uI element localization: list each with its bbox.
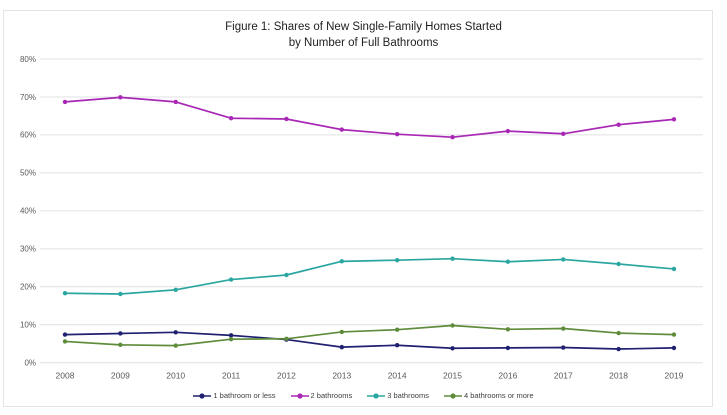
legend-item-3-bathrooms: 3 bathrooms xyxy=(367,391,429,400)
data-point-4-bathrooms-or-more xyxy=(671,332,677,337)
data-point-2-bathrooms xyxy=(616,122,621,127)
data-point-1-bathroom-or-less xyxy=(561,345,566,350)
data-point-2-bathrooms xyxy=(118,95,123,100)
x-axis-tick-label: 2015 xyxy=(443,371,462,381)
series-line-4-bathrooms-or-more xyxy=(64,324,675,347)
data-point-3-bathrooms xyxy=(505,259,511,264)
y-axis-tick-label: 50% xyxy=(20,169,36,178)
figure-border xyxy=(3,10,713,407)
y-axis-tick-label: 20% xyxy=(20,283,36,292)
legend-marker-icon xyxy=(193,392,212,399)
data-point-1-bathroom-or-less xyxy=(505,345,511,351)
data-point-3-bathrooms xyxy=(284,272,289,278)
legend-label: 2 bathrooms xyxy=(310,391,353,400)
data-point-1-bathroom-or-less xyxy=(228,333,234,338)
x-axis-tick-label: 2013 xyxy=(332,371,351,381)
legend-item-4-bathrooms-or-more: 4 bathrooms or more xyxy=(443,391,534,400)
chart-title-line1: Figure 1: Shares of New Single-Family Ho… xyxy=(225,21,502,33)
x-axis-tick-label: 2010 xyxy=(166,371,185,381)
legend-marker-icon xyxy=(367,392,386,399)
chart-title-line2: by Number of Full Bathrooms xyxy=(288,37,439,49)
series-line-1-bathroom-or-less xyxy=(64,331,675,350)
data-point-4-bathrooms-or-more xyxy=(394,327,400,332)
data-point-3-bathrooms xyxy=(394,258,400,263)
data-point-1-bathroom-or-less xyxy=(616,346,621,352)
data-point-1-bathroom-or-less xyxy=(339,344,344,350)
data-point-4-bathrooms-or-more xyxy=(450,323,455,328)
data-point-1-bathroom-or-less xyxy=(450,346,455,351)
x-axis-tick-label: 2018 xyxy=(609,371,628,381)
data-point-3-bathrooms xyxy=(450,256,455,261)
legend-label: 1 bathroom or less xyxy=(213,391,276,400)
data-point-3-bathrooms xyxy=(118,291,123,297)
data-point-3-bathrooms xyxy=(561,257,566,262)
data-point-4-bathrooms-or-more xyxy=(616,330,621,336)
data-point-1-bathroom-or-less xyxy=(118,331,123,336)
data-point-3-bathrooms xyxy=(62,291,68,296)
legend-marker-icon xyxy=(443,392,462,399)
data-point-2-bathrooms xyxy=(450,135,455,140)
data-point-4-bathrooms-or-more xyxy=(118,342,123,348)
series-line-2-bathrooms xyxy=(64,96,675,139)
data-point-2-bathrooms xyxy=(561,131,566,136)
y-axis-tick-label: 70% xyxy=(20,93,36,102)
legend-label: 3 bathrooms xyxy=(387,391,429,400)
x-axis-tick-label: 2016 xyxy=(498,371,517,381)
data-point-4-bathrooms-or-more xyxy=(561,326,566,331)
y-axis-tick-label: 60% xyxy=(20,131,36,140)
legend-item-2-bathrooms: 2 bathrooms xyxy=(290,391,353,400)
y-axis-tick-label: 10% xyxy=(20,321,36,330)
x-axis-tick-label: 2019 xyxy=(664,371,683,381)
x-axis-tick-label: 2014 xyxy=(388,371,407,381)
data-point-3-bathrooms xyxy=(228,277,234,282)
data-point-4-bathrooms-or-more xyxy=(173,343,178,348)
series-line-3-bathrooms xyxy=(64,257,675,295)
legend-label: 4 bathrooms or more xyxy=(463,391,534,400)
data-point-2-bathrooms xyxy=(394,131,400,137)
data-point-4-bathrooms-or-more xyxy=(284,336,289,341)
data-point-2-bathrooms xyxy=(339,127,344,132)
y-axis-tick-label: 80% xyxy=(20,55,36,64)
x-axis-tick-label: 2009 xyxy=(111,371,130,381)
data-point-2-bathrooms xyxy=(671,117,677,122)
x-axis-tick-label: 2017 xyxy=(554,371,573,381)
data-point-4-bathrooms-or-more xyxy=(339,329,344,335)
data-point-2-bathrooms xyxy=(505,128,511,134)
data-point-2-bathrooms xyxy=(284,116,289,122)
data-point-1-bathroom-or-less xyxy=(394,343,400,348)
data-point-2-bathrooms xyxy=(228,116,234,121)
data-point-2-bathrooms xyxy=(62,99,68,105)
data-point-3-bathrooms xyxy=(173,287,178,293)
data-point-2-bathrooms xyxy=(173,99,178,105)
chart-legend: 1 bathroom or less 2 bathrooms 3 bathrooms… xyxy=(0,388,727,403)
x-axis-tick-label: 2011 xyxy=(222,371,241,381)
data-point-1-bathroom-or-less xyxy=(671,345,677,351)
x-axis-tick-label: 2008 xyxy=(56,371,75,381)
data-point-1-bathroom-or-less xyxy=(62,332,68,337)
data-point-3-bathrooms xyxy=(616,261,621,267)
data-point-4-bathrooms-or-more xyxy=(505,327,511,332)
y-axis-tick-label: 30% xyxy=(20,245,36,254)
y-axis-tick-label: 40% xyxy=(20,207,36,216)
x-axis-tick-label: 2012 xyxy=(277,371,296,381)
legend-item-1-bathroom-or-less: 1 bathroom or less xyxy=(193,391,276,400)
data-point-3-bathrooms xyxy=(671,266,677,272)
data-point-1-bathroom-or-less xyxy=(173,330,178,335)
y-axis-tick-label: 0% xyxy=(24,359,36,368)
data-point-4-bathrooms-or-more xyxy=(228,336,234,342)
data-point-3-bathrooms xyxy=(339,259,344,264)
legend-marker-icon xyxy=(290,392,309,399)
data-point-4-bathrooms-or-more xyxy=(62,339,68,344)
chart-title: Figure 1: Shares of New Single-Family Ho… xyxy=(0,19,727,51)
